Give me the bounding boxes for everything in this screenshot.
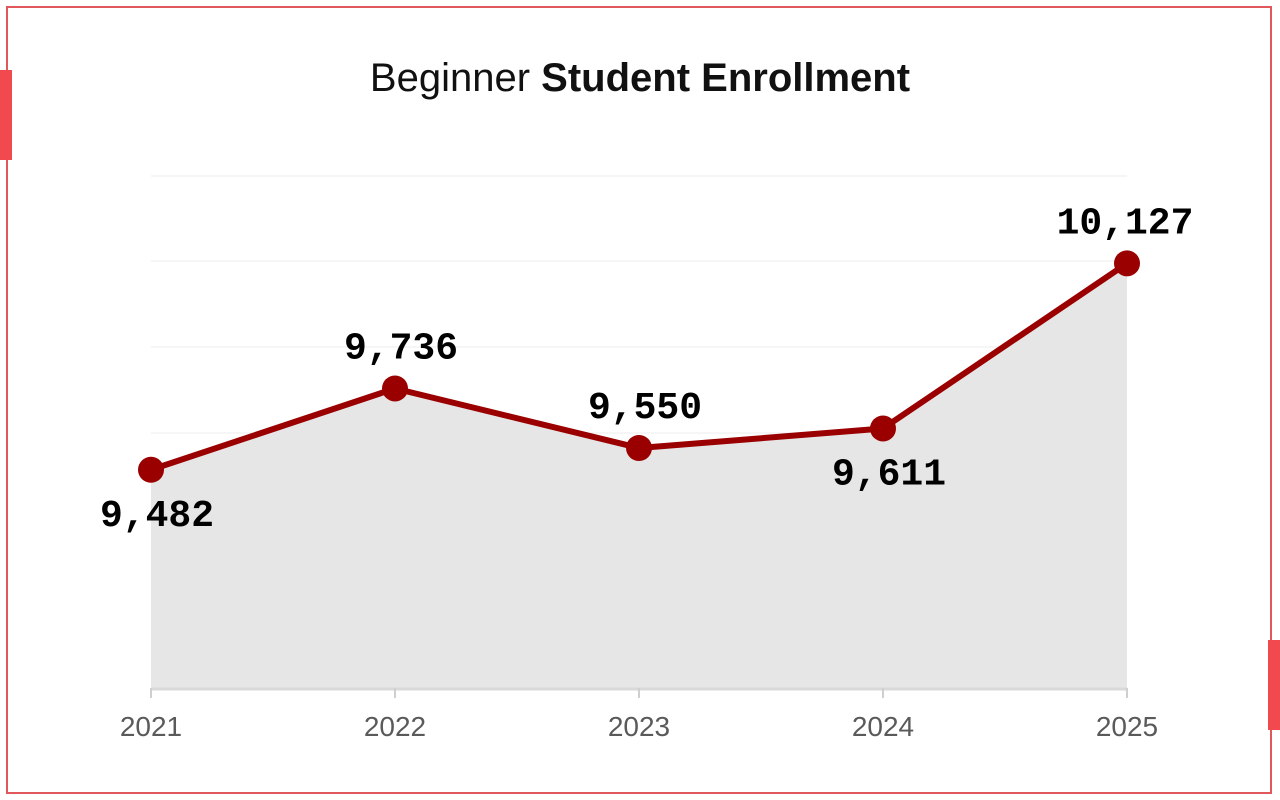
card-border bbox=[6, 6, 1272, 794]
data-label-2022: 9,736 bbox=[344, 327, 458, 370]
data-points bbox=[138, 250, 1140, 483]
x-tick-label-2023: 2023 bbox=[608, 711, 670, 742]
x-tick-label-2021: 2021 bbox=[120, 711, 182, 742]
right-accent-tab bbox=[1268, 640, 1280, 730]
chart-title-bold: Student Enrollment bbox=[541, 56, 911, 100]
data-label-2025: 10,127 bbox=[1057, 202, 1194, 245]
data-labels: 9,482 9,736 9,550 9,611 10,127 bbox=[100, 202, 1193, 537]
left-accent-tab bbox=[0, 70, 12, 160]
data-label-2021: 9,482 bbox=[100, 495, 214, 538]
x-tick-label-2025: 2025 bbox=[1096, 711, 1158, 742]
data-label-2023: 9,550 bbox=[588, 387, 702, 430]
data-point-2022 bbox=[382, 375, 408, 402]
area-fill bbox=[151, 263, 1127, 688]
chart-title: Beginner Student Enrollment bbox=[0, 56, 1280, 101]
data-point-2024 bbox=[870, 415, 896, 442]
area-fill-group bbox=[151, 263, 1127, 688]
data-label-2024: 9,611 bbox=[832, 453, 946, 496]
x-axis: 2021 2022 2023 2024 2025 bbox=[120, 687, 1158, 742]
data-point-2021 bbox=[138, 456, 164, 483]
data-point-2023 bbox=[626, 435, 652, 461]
x-tick-label-2022: 2022 bbox=[364, 711, 426, 742]
data-point-2025 bbox=[1114, 250, 1140, 277]
chart-title-normal: Beginner bbox=[369, 56, 531, 100]
x-tick-label-2024: 2024 bbox=[852, 711, 914, 742]
